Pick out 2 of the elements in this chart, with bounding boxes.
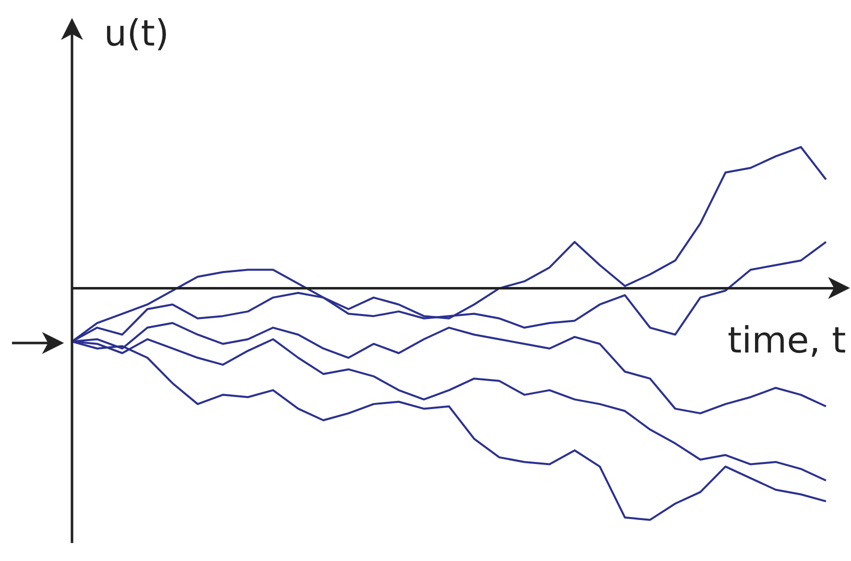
x-axis-title: time, t — [728, 320, 846, 362]
y-axis-title: u(t) — [104, 13, 170, 54]
